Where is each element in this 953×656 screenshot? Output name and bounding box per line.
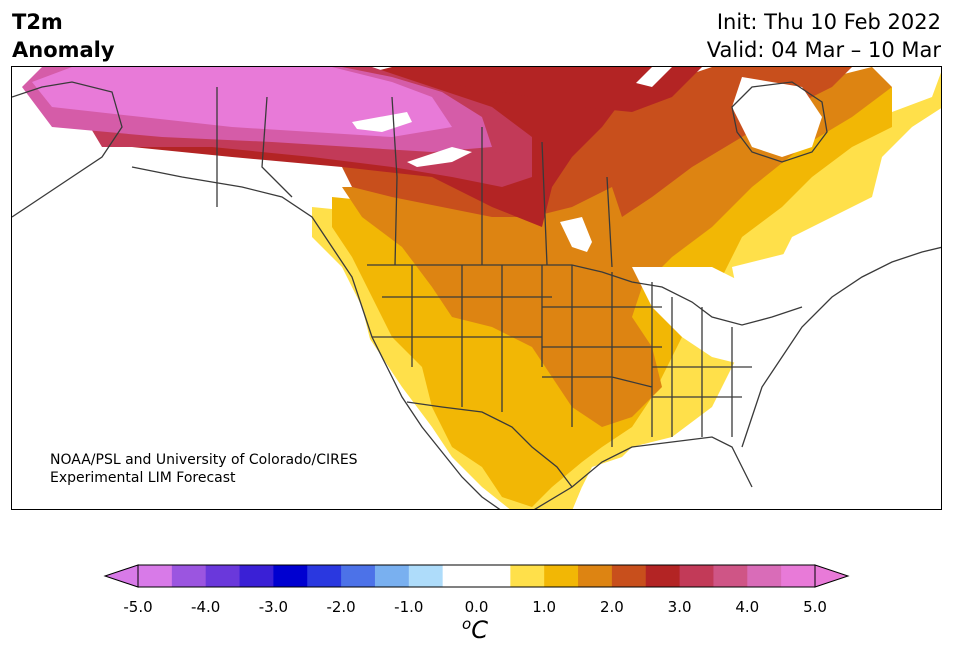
colorbar-tick-label: -2.0 [326,598,356,616]
colorbar-segment [611,565,647,587]
valid-range: Valid: 04 Mar – 10 Mar [706,38,941,62]
colorbar-segment [679,565,714,587]
forecast-dates: Init: Thu 10 Feb 2022 Valid: 04 Mar – 10… [707,8,941,64]
init-date: Init: Thu 10 Feb 2022 [716,10,941,34]
great-bear-lake [352,112,412,132]
canada-province-borders [261,96,613,268]
pacific-coast [131,166,501,509]
us-canada-border [367,264,803,326]
us-state-borders-west [372,265,552,412]
anomaly-orange [342,67,892,427]
colorbar-outline [137,564,816,588]
colorbar-tick-label: -5.0 [123,598,153,616]
colorbar-segment [341,565,376,587]
colorbar-tick-label: 4.0 [735,598,760,616]
colorbar-tick-label: -3.0 [258,598,289,616]
colorbar-segment [171,565,207,587]
us-mexico-border [406,401,573,488]
atlantic-coast [741,246,941,448]
anomaly-lightpink [32,67,452,137]
credit-line-1: NOAA/PSL and University of Colorado/CIRE… [50,452,358,468]
title-line-1: T2m [12,10,63,34]
alaska-coast [12,81,123,218]
colorbar-segment [645,565,681,587]
colorbar-segment [374,565,410,587]
boundaries [12,81,941,509]
colorbar-segment [442,565,477,587]
colorbar-segment [408,565,444,587]
hudson-bay-coast [731,81,828,163]
colorbar-right-extension [814,564,850,588]
credit-text: NOAA/PSL and University of Colorado/CIRE… [50,451,358,487]
colorbar-tick-label: 2.0 [599,598,624,616]
colorbar-unit: oC [462,615,488,644]
colorbar-segment [239,565,274,587]
map-canvas [12,67,941,509]
credit-line-2: Experimental LIM Forecast [50,470,236,486]
colorbar-segment [544,565,579,587]
colorbar-segments [138,565,816,587]
colorbar-segment [510,565,545,587]
colorbar-segment [713,565,748,587]
anomaly-red-arctic [392,67,702,112]
colorbar-tick-label: 3.0 [667,598,692,616]
gulf-coast [534,436,753,509]
colorbar-left-extension [103,564,139,588]
white-areas [12,77,941,509]
colorbar-segment [307,565,342,587]
northeast-cool-area [632,267,782,367]
pacific-ocean [12,217,491,509]
colorbar-tick-label: -4.0 [191,598,221,616]
colorbar-segment [273,565,308,587]
colorbar-segment [747,565,782,587]
colorbar-segment [138,565,173,587]
colorbar-tick-label: 5.0 [803,598,827,616]
colorbar-segment [476,565,511,587]
hudson-bay [732,77,822,157]
colorbar-tick-label: 1.0 [532,598,557,616]
great-slave-lake [407,147,472,167]
anomaly-fields [22,67,941,509]
map-title: T2m Anomaly [12,8,115,64]
colorbar-tick-label: -1.0 [394,598,424,616]
colorbar-segment [781,565,816,587]
colorbar [103,564,850,588]
lake-winnipeg [560,217,592,252]
us-state-borders-east [652,297,752,437]
colorbar-tick-label: 0.0 [464,598,489,616]
anomaly-map: NOAA/PSL and University of Colorado/CIRE… [11,66,942,510]
colorbar-segment [205,565,241,587]
us-state-borders-central [542,265,662,447]
title-line-2: Anomaly [12,38,115,62]
colorbar-segment [578,565,613,587]
atlantic-ocean [732,227,941,509]
gulf-of-mexico [572,437,732,509]
